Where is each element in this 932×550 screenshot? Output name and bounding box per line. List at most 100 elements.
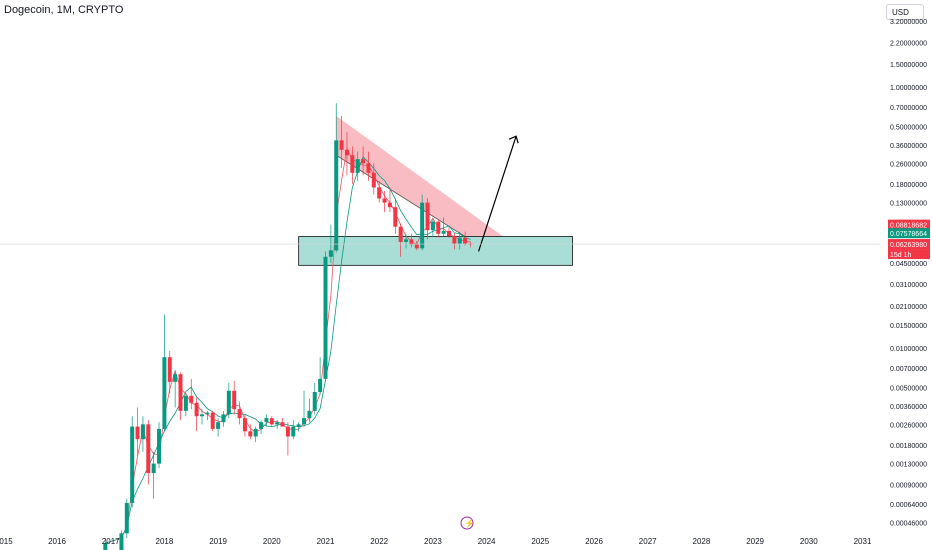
candle-body [264, 418, 269, 423]
candle-body [178, 374, 183, 411]
moving-average-line [105, 156, 471, 544]
candle-body [130, 426, 135, 503]
candle-body [334, 140, 339, 251]
candle-body [457, 237, 462, 244]
projection-arrow [477, 135, 517, 252]
candle-body [226, 390, 231, 415]
candle-body [344, 149, 349, 156]
candle-body [205, 412, 210, 415]
candle-body [162, 357, 167, 429]
x-tick-label: 2020 [263, 537, 281, 546]
y-tick-label: 0.36000000 [890, 143, 927, 150]
candle-body [414, 244, 419, 249]
price-badge-label: 0.06263980 [890, 242, 927, 249]
candle-body [103, 543, 108, 550]
candle-body [404, 239, 409, 242]
candle-body [328, 250, 333, 257]
candle-body [430, 221, 435, 231]
y-tick-label: 0.00130000 [890, 462, 927, 469]
price-badge [888, 228, 930, 239]
y-tick-label: 0.26000000 [890, 161, 927, 168]
candle-body [124, 502, 129, 534]
resistance-wedge [336, 115, 503, 261]
candle-body [173, 374, 178, 382]
y-tick-label: 0.00180000 [890, 443, 927, 450]
candle-body [275, 422, 280, 425]
candle-body [409, 239, 414, 245]
currency-selector[interactable]: USD [886, 4, 924, 20]
candle-body [216, 422, 221, 429]
x-tick-label: 015 [0, 537, 13, 546]
x-tick-label: 2025 [531, 537, 549, 546]
candle-body [323, 256, 328, 379]
x-tick-label: 2024 [478, 537, 496, 546]
candle-body [382, 198, 387, 203]
arrow-head [508, 135, 519, 144]
y-tick-label: 0.00360000 [890, 404, 927, 411]
countdown-label: 15d 1h [890, 252, 912, 259]
x-tick-label: 2030 [800, 537, 818, 546]
y-tick-label: 2.20000000 [890, 40, 927, 47]
candle-body [210, 412, 215, 429]
y-tick-label: 0.02100000 [890, 304, 927, 311]
candle-body [366, 163, 371, 173]
candle-body [232, 390, 237, 410]
y-tick-label: 0.00500000 [890, 385, 927, 392]
candle-body [452, 236, 457, 244]
y-tick-label: 0.00064000 [890, 502, 927, 509]
candle-body [189, 395, 194, 403]
candle-body [425, 202, 430, 231]
candle-body [167, 357, 172, 382]
candle-body [318, 378, 323, 393]
candle-body [140, 424, 145, 440]
candle-body [199, 414, 204, 417]
price-badge-label: 0.08818682 [890, 223, 927, 230]
candle-body [146, 424, 151, 474]
price-badge-label: 0.07578664 [890, 231, 927, 238]
y-tick-label: 0.01500000 [890, 323, 927, 330]
candle-body [135, 426, 140, 440]
x-tick-label: 2023 [424, 537, 442, 546]
candle-body [398, 226, 403, 242]
candle-body [194, 402, 199, 417]
y-tick-label: 1.00000000 [890, 85, 927, 92]
candle-body [151, 463, 156, 474]
candle-body [259, 422, 264, 429]
candle-body [302, 418, 307, 425]
x-tick-label: 2028 [693, 537, 711, 546]
y-tick-label: 0.04500000 [890, 261, 927, 268]
countdown-badge [888, 249, 930, 260]
candle-body [221, 414, 226, 423]
candle-body [296, 424, 301, 427]
x-tick-label: 2027 [639, 537, 657, 546]
candle-body [119, 533, 124, 550]
candle-body [237, 409, 242, 419]
x-tick-label: 2016 [48, 537, 66, 546]
y-tick-label: 0.01000000 [890, 346, 927, 353]
price-badge [888, 219, 930, 230]
x-tick-label: 2019 [209, 537, 227, 546]
x-tick-label: 2029 [746, 537, 764, 546]
candle-body [339, 140, 344, 150]
y-tick-label: 0.50000000 [890, 124, 927, 131]
candle-body [393, 207, 398, 227]
x-tick-label: 2017 [102, 537, 120, 546]
candle-body [253, 428, 258, 437]
moving-average-line [105, 147, 471, 544]
y-tick-label: 0.00700000 [890, 366, 927, 373]
candle-body [242, 418, 247, 432]
candle-body [183, 395, 188, 411]
support-zone [298, 236, 573, 266]
y-tick-label: 0.18000000 [890, 182, 927, 189]
candle-body [291, 426, 296, 437]
candle-body [387, 202, 392, 208]
candle-body [269, 418, 274, 425]
x-tick-label: 2022 [370, 537, 388, 546]
y-tick-label: 1.50000000 [890, 62, 927, 69]
candle-body [157, 428, 162, 464]
candle-body [280, 422, 285, 427]
candle-body [420, 202, 425, 249]
candle-body [355, 159, 360, 173]
